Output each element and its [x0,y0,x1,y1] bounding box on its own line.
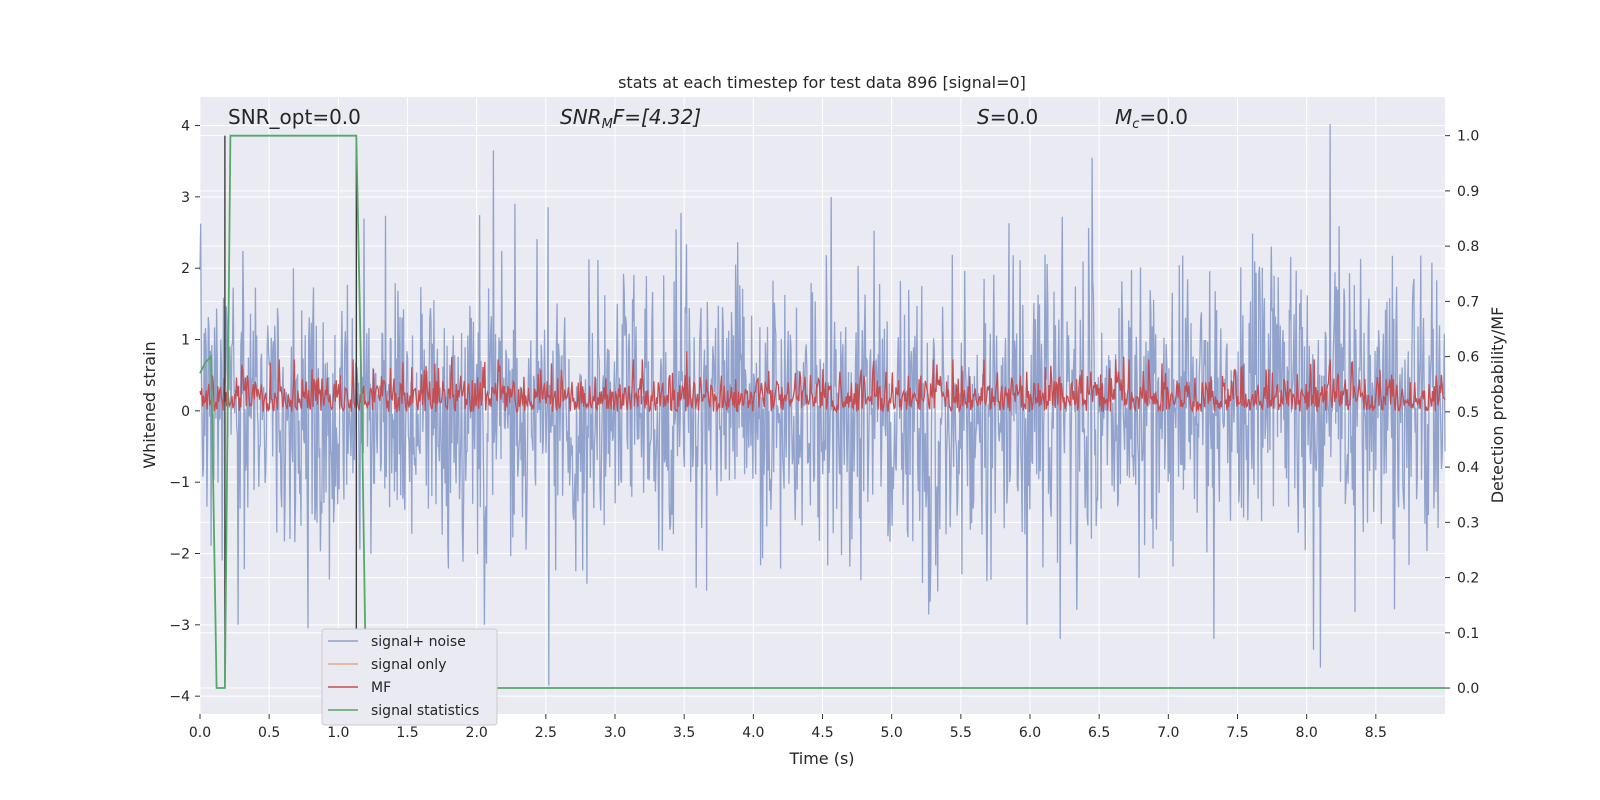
legend-label-mf: MF [371,680,391,696]
x-tick-label-16: 8.0 [1296,725,1318,741]
legend-label-statistics: signal statistics [371,703,479,719]
mf-line [199,351,1446,414]
signal-statistics-series [199,134,1445,689]
mc-symbol: M [1115,105,1132,129]
x-tick-label-4: 2.0 [466,725,488,741]
x-tick-label-13: 6.5 [1088,725,1110,741]
vertical-markers [224,135,357,689]
x-tick-label-7: 3.5 [673,725,695,741]
y-tick-labels: 4 3 2 1 0 −1 −2 −3 −4 [169,119,200,705]
x-tick-label-6: 3.0 [604,725,626,741]
x-tick-label-2: 1.0 [327,725,349,741]
legend: signal+ noise signal only MF signal stat… [321,628,498,726]
mc-value: =0.0 [1139,105,1188,129]
s-symbol: S [977,105,990,129]
x-tick-label-15: 7.5 [1226,725,1248,741]
y2-tick-label-1: 0.9 [1457,184,1479,200]
s-annotation: S=0.0 [977,105,1038,129]
x-tick-label-17: 8.5 [1365,725,1387,741]
x-tick-label-0: 0.0 [189,725,211,741]
y-tick-label-5: −1 [169,475,190,491]
x-tick-label-10: 5.0 [881,725,903,741]
mf-series [199,351,1446,414]
mc-annotation: Mc=0.0 [1115,105,1188,132]
x-axis-label: Time (s) [788,749,854,768]
y-tick-label-3: 1 [181,333,190,349]
signal-noise-series [199,124,1446,686]
y-tick-label-8: −4 [169,689,190,705]
y2-tick-label-4: 0.6 [1457,350,1479,366]
y-axis-label: Whitened strain [140,341,159,468]
y-tick-label-4: 0 [181,404,190,420]
x-tick-label-9: 4.5 [811,725,833,741]
legend-label-signal-only: signal only [371,657,446,673]
x-tick-label-1: 0.5 [258,725,280,741]
mc-subscript: c [1132,117,1139,132]
y2-tick-label-0: 1.0 [1457,129,1479,145]
y2-tick-label-3: 0.7 [1457,294,1479,310]
chart-title: stats at each timestep for test data 896… [618,73,1026,92]
y-tick-label-6: −2 [169,547,190,563]
y-tick-label-7: −3 [169,618,190,634]
y-tick-label-0: 4 [181,119,190,135]
y2-axis-label: Detection probability/MF [1488,307,1507,504]
y2-tick-label-7: 0.3 [1457,515,1479,531]
snr-opt-annotation: SNR_opt=0.0 [228,105,361,129]
x-tick-label-14: 7.0 [1157,725,1179,741]
y2-tick-label-8: 0.2 [1457,571,1479,587]
legend-box [321,628,498,726]
snr-mf-symbol: SNR [560,105,602,129]
snr-mf-subscript: M [602,117,613,132]
x-tick-label-8: 4.0 [742,725,764,741]
y2-tick-label-9: 0.1 [1457,626,1479,642]
s-value: =0.0 [990,105,1039,129]
x-tick-label-3: 1.5 [396,725,418,741]
snr-mf-annotation: SNRMF=[4.32] [560,105,701,132]
legend-label-noise: signal+ noise [371,634,466,650]
y2-tick-labels: 1.0 0.9 0.8 0.7 0.6 0.5 0.4 0.3 0.2 0.1 0.0 [1445,129,1479,697]
x-tick-label-11: 5.5 [950,725,972,741]
signal-statistics-line [199,134,1445,689]
snr-mf-rest: F=[4.32] [613,105,701,129]
y2-tick-label-5: 0.5 [1457,405,1479,421]
x-tick-label-12: 6.0 [1019,725,1041,741]
x-tick-labels: 0.0 0.5 1.0 1.5 2.0 2.5 3.0 3.5 4.0 4.5 5.0 5.5 6.0 6… [189,714,1387,741]
y2-tick-label-6: 0.4 [1457,460,1479,476]
y-tick-label-2: 2 [181,261,190,277]
y-tick-label-1: 3 [181,190,190,206]
y2-tick-label-2: 0.8 [1457,239,1479,255]
y2-tick-label-10: 0.0 [1457,681,1479,697]
signal-noise-line [199,124,1446,686]
x-tick-label-5: 2.5 [535,725,557,741]
